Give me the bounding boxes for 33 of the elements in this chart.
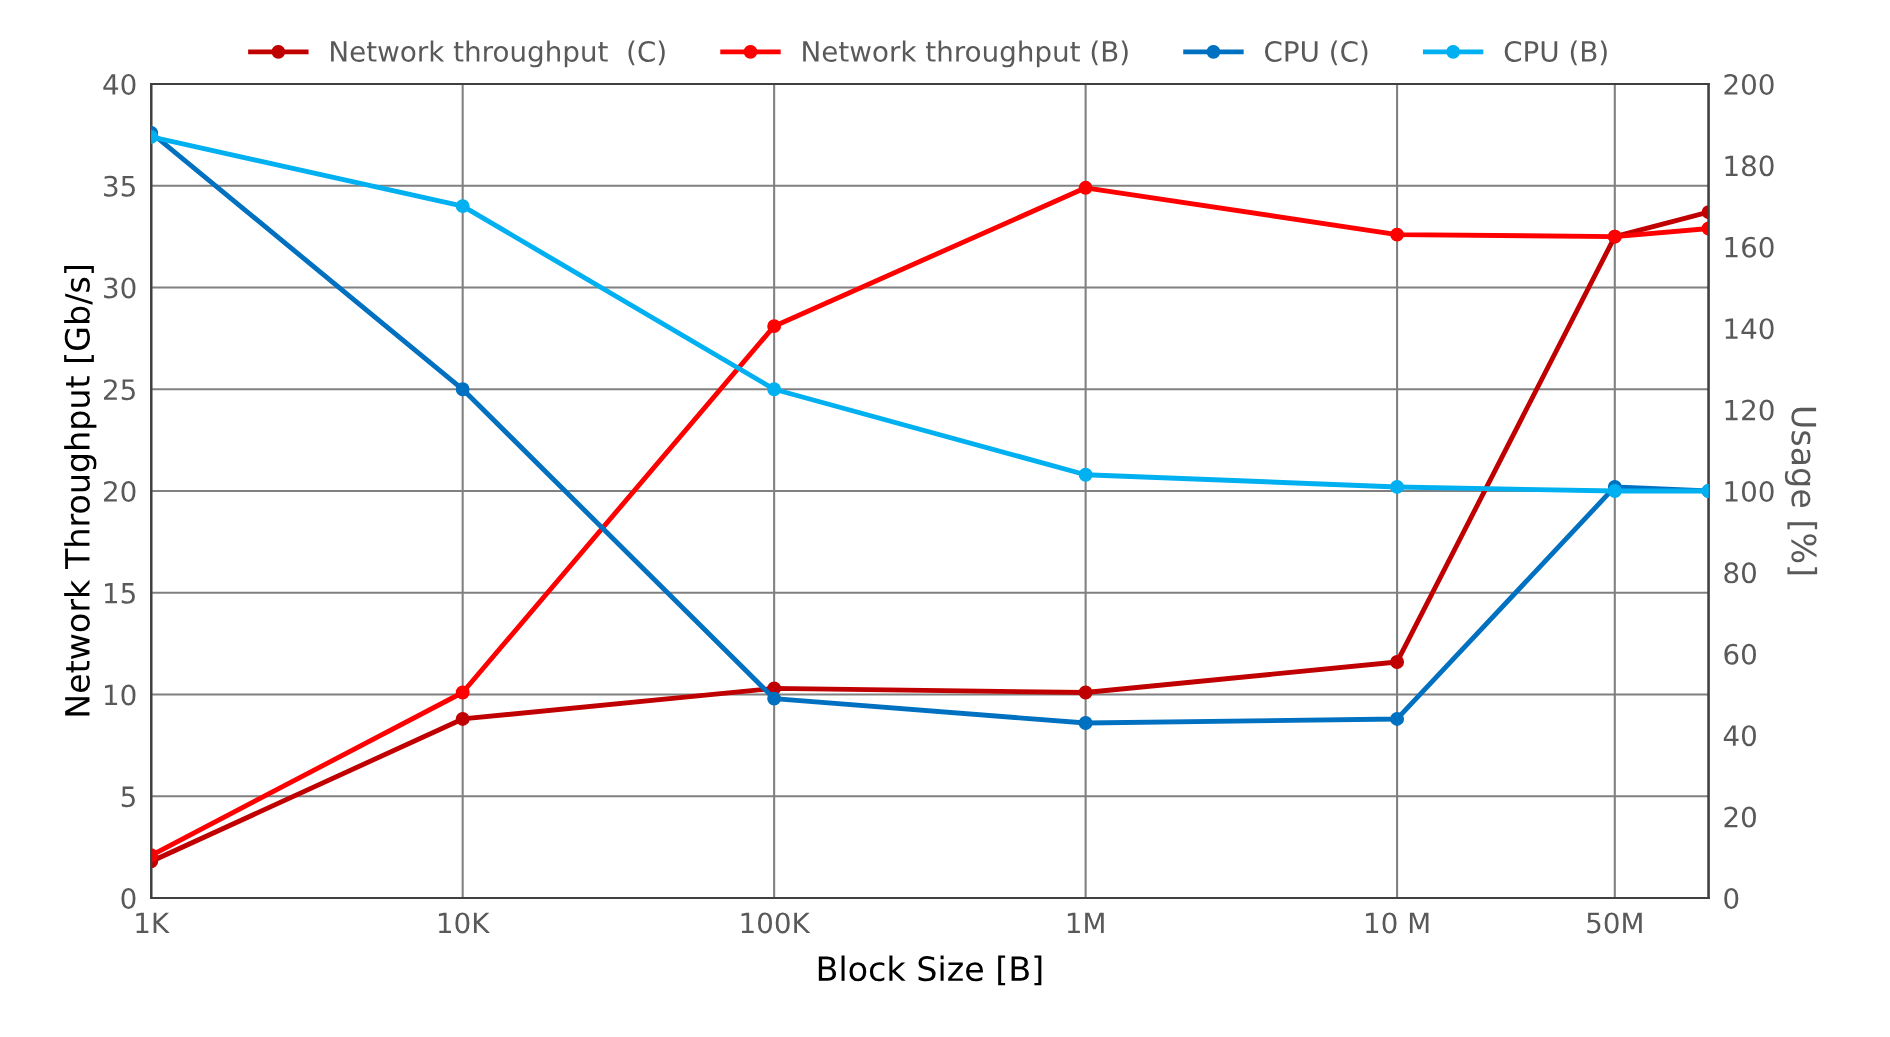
y2-tick-label: 60 (1724, 643, 1756, 665)
x-tick-label: 50M (1587, 912, 1642, 934)
y2-tick-label: 100 (1725, 480, 1774, 502)
y-tick-label: 10 (105, 684, 136, 706)
y2-axis-title: Usage [%] (1784, 407, 1818, 575)
y2-tick-label: 120 (1725, 399, 1774, 421)
x-tick-label: 100K (741, 912, 811, 934)
x-tick-label: 10K (438, 912, 491, 934)
y-tick-label: 15 (105, 583, 135, 604)
y2-tick-label: 160 (1725, 236, 1774, 258)
y-tick-label: 30 (104, 277, 136, 299)
y-tick-label: 0 (121, 887, 136, 909)
y-tick-label: 40 (103, 73, 136, 95)
legend-label: CPU (C) (1265, 40, 1368, 66)
y2-tick-label: 200 (1724, 73, 1774, 95)
y-axis-title: Network Throughput [Gb/s] (64, 266, 97, 716)
y-tick-label: 5 (121, 786, 135, 808)
y2-tick-label: 80 (1724, 562, 1756, 584)
legend-label: Network throughput (C) (331, 40, 665, 68)
y2-tick-label: 40 (1723, 725, 1756, 747)
y-tick-label: 35 (104, 175, 135, 197)
x-tick-label: 1M (1067, 912, 1104, 934)
legend-label: CPU (B) (1504, 40, 1607, 66)
legend-label: Network throughput (B) (803, 40, 1128, 68)
y-tick-label: 25 (104, 379, 135, 401)
y-tick-label: 20 (104, 480, 136, 502)
x-tick-label: 10 M (1366, 912, 1429, 934)
x-tick-label: 1K (136, 912, 170, 934)
y2-tick-label: 180 (1725, 155, 1774, 177)
y2-tick-label: 20 (1724, 806, 1756, 828)
y2-tick-label: 140 (1725, 318, 1774, 340)
x-axis-title: Block Size [B] (818, 955, 1042, 986)
y2-tick-label: 0 (1724, 887, 1739, 909)
